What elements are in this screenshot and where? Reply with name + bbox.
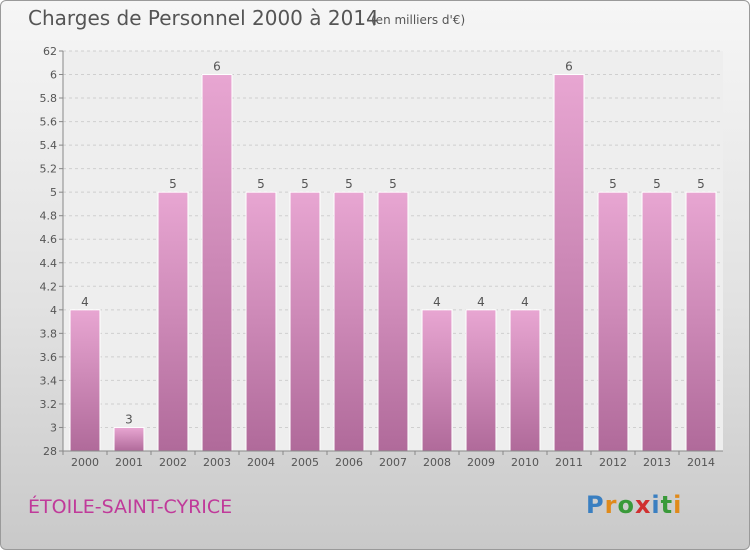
x-axis-ticks: 2000 2001 2002 2003 2004 2005 2006 2007 2008 2009… [62,451,715,469]
bar [597,191,629,452]
data-label: 6 [565,60,573,74]
logo-letter: i [673,491,683,519]
chart-title: Charges de Personnel 2000 à 2014 [28,6,379,30]
x-tick-label: 2014 [687,456,715,469]
proxiti-logo[interactable]: Proxiti [586,491,682,519]
bar [553,74,585,452]
chart-subtitle: (en milliers d'€) [371,13,466,27]
place-name: ÉTOILE-SAINT-CYRICE [28,496,233,518]
bar [421,309,453,452]
x-tick-label: 2003 [203,456,231,469]
y-tick-label: 3.2 [40,398,58,411]
y-tick-label: 62 [43,45,57,58]
x-tick-label: 2011 [555,456,583,469]
y-tick-label: 4.8 [40,210,58,223]
data-label: 5 [697,177,705,191]
y-tick-label: 5.2 [40,163,58,176]
data-label: 6 [213,60,221,74]
x-tick-label: 2012 [599,456,627,469]
data-label: 3 [125,412,133,426]
bar [641,191,673,452]
logo-letter: P [586,491,605,519]
logo-letter: t [660,491,674,519]
data-label: 5 [301,177,309,191]
x-tick-label: 2005 [291,456,319,469]
y-axis-ticks: 28 3 3.2 3.4 3.6 3.8 4 4.2 4.4 4.6 4.8 5 5.2 5.4 5.6 5.… [40,45,63,458]
data-label: 4 [433,295,441,309]
data-label: 4 [521,295,529,309]
y-tick-label: 5.8 [40,92,58,105]
x-tick-label: 2001 [115,456,143,469]
bar [377,191,409,452]
y-tick-label: 4.6 [40,233,58,246]
y-tick-label: 3.4 [40,374,58,387]
x-tick-label: 2010 [511,456,539,469]
x-tick-label: 2004 [247,456,275,469]
y-tick-label: 4.2 [40,280,58,293]
x-tick-label: 2013 [643,456,671,469]
y-tick-label: 6 [50,69,57,82]
y-tick-label: 3.6 [40,351,58,364]
logo-letter: i [651,491,661,519]
bar [465,309,497,452]
bar [245,191,277,452]
bar [201,74,233,452]
y-tick-label: 3 [50,421,57,434]
data-label: 5 [169,177,177,191]
y-tick-label: 4 [50,304,57,317]
y-tick-label: 5 [50,186,57,199]
x-tick-label: 2009 [467,456,495,469]
data-label: 5 [389,177,397,191]
x-tick-label: 2008 [423,456,451,469]
bar [157,191,189,452]
bar [113,426,145,452]
bars [69,74,717,452]
bar [333,191,365,452]
y-tick-label: 28 [43,445,57,458]
x-tick-label: 2000 [71,456,99,469]
data-label: 4 [81,295,89,309]
data-label: 5 [345,177,353,191]
data-label: 5 [653,177,661,191]
logo-letter: x [634,491,652,519]
data-label: 5 [257,177,265,191]
bar [685,191,717,452]
logo-letter: o [617,491,635,519]
bar [289,191,321,452]
x-tick-label: 2007 [379,456,407,469]
data-label: 4 [477,295,485,309]
y-tick-label: 3.8 [40,327,58,340]
data-label: 5 [609,177,617,191]
data-labels: 4 3 5 6 5 5 5 5 4 4 4 6 5 5 5 [81,60,705,427]
x-tick-label: 2002 [159,456,187,469]
bar [509,309,541,452]
bar [69,309,101,452]
y-tick-label: 5.4 [40,139,58,152]
x-tick-label: 2006 [335,456,363,469]
y-tick-label: 5.6 [40,116,58,129]
y-tick-label: 4.4 [40,257,58,270]
logo-letter: r [604,491,618,519]
